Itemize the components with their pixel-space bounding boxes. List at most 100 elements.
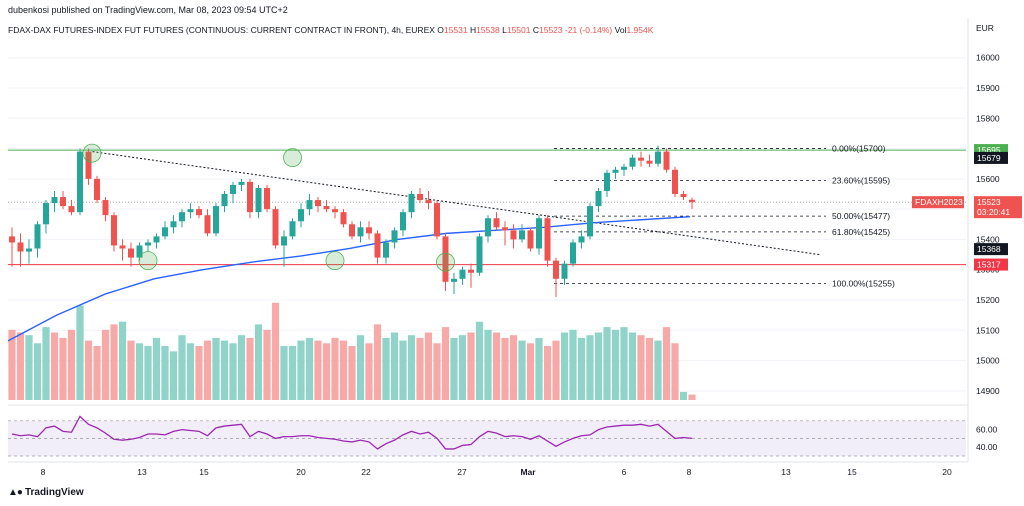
price-tag-label: 15317 — [977, 260, 1001, 270]
candle-body — [264, 187, 270, 210]
candle-body — [621, 166, 627, 170]
candle-body — [417, 194, 423, 201]
volume-bar — [110, 324, 118, 400]
volume-bar — [475, 321, 484, 400]
volume-bar — [254, 324, 263, 400]
volume-bar — [424, 332, 433, 400]
candle-body — [34, 224, 41, 249]
volume-bar — [50, 332, 59, 400]
symbol-tag — [912, 196, 964, 209]
volume-bar — [288, 346, 297, 400]
candle-body — [43, 203, 49, 225]
volume-bar — [101, 329, 110, 400]
volume-bar — [331, 337, 339, 400]
volume-bar — [195, 346, 203, 400]
candle-body — [476, 236, 483, 273]
volume-bar — [594, 332, 603, 400]
high-value: 15538 — [476, 25, 500, 35]
volume-bar — [280, 346, 288, 400]
volume-bar — [297, 340, 305, 400]
candle-body — [485, 218, 491, 237]
candle-body — [26, 248, 32, 252]
low-label: L — [502, 25, 507, 35]
candle-body — [604, 172, 610, 191]
current-price-tag — [974, 196, 1022, 219]
time-tick-label: 20 — [942, 467, 952, 477]
price-tick-label: 15100 — [976, 325, 1000, 335]
candle-body — [519, 230, 525, 240]
time-tick-label: 20 — [296, 467, 306, 477]
candle-body — [306, 200, 313, 210]
candle-body — [119, 245, 126, 249]
candle-body — [17, 242, 24, 252]
candle-body — [536, 218, 542, 249]
volume-bar — [178, 335, 186, 400]
symbol-title[interactable]: FDAX-DAX FUTURES-INDEX FUT FUTURES (CONT… — [8, 25, 435, 35]
brand-label: TradingView — [24, 487, 84, 498]
volume-bar — [161, 346, 169, 400]
candlesticks — [9, 145, 695, 297]
candle-body — [255, 187, 262, 213]
price-tick-label: 14900 — [976, 386, 1000, 396]
volume-bar — [305, 337, 314, 400]
volume-bar — [628, 332, 637, 400]
close-label: C — [532, 25, 539, 35]
candle-body — [612, 169, 619, 173]
volume-bar — [271, 302, 280, 400]
open-label: O — [437, 25, 444, 35]
volume-bar — [560, 332, 569, 400]
volume-bar — [577, 337, 586, 400]
candle-body — [51, 197, 58, 204]
candle-body — [128, 248, 134, 258]
volume-bar — [620, 327, 628, 400]
low-value: 15501 — [506, 25, 531, 35]
volume-bar — [348, 346, 356, 400]
price-tag-support — [974, 258, 1008, 271]
fib-retracement[interactable] — [554, 148, 826, 284]
volume-bar — [526, 343, 535, 400]
volume-bar — [407, 335, 416, 400]
volume-bar — [59, 337, 67, 400]
candle-body — [85, 151, 92, 179]
volume-bar — [76, 305, 84, 400]
candle-body — [323, 206, 330, 210]
price-tick-label: 15900 — [976, 83, 1000, 93]
change-value: -21 (-0.14%) — [565, 25, 613, 35]
volume-bar — [543, 346, 552, 400]
candle-body — [349, 224, 355, 237]
candle-body — [646, 160, 653, 164]
volume-bar — [450, 337, 458, 400]
candle-body — [408, 194, 415, 213]
volume-bar — [144, 346, 152, 400]
candle-body — [553, 260, 559, 279]
candle-body — [493, 218, 500, 228]
candle-body — [77, 151, 83, 213]
volume-bar — [586, 335, 594, 400]
tradingview-brand[interactable]: ▲● TradingView — [8, 487, 84, 498]
candle-body — [570, 242, 576, 264]
volume-bar — [356, 335, 365, 400]
candle-body — [9, 236, 15, 243]
candle-body — [213, 206, 219, 234]
candle-body — [434, 203, 440, 237]
candle-body — [281, 236, 287, 246]
candle-body — [451, 278, 457, 282]
pivot-circle — [138, 251, 158, 271]
moving-average-line — [7, 216, 691, 342]
price-tick-label: 15200 — [976, 295, 1000, 305]
volume-bar — [662, 327, 671, 400]
fib-level-label: 0.00%(15700) — [832, 144, 886, 154]
pivot-circle — [82, 143, 102, 163]
price-tag-dark — [974, 151, 1008, 164]
volume-bar — [263, 329, 271, 400]
candle-body — [442, 236, 449, 282]
volume-bar — [637, 335, 645, 400]
candle-body — [340, 212, 347, 225]
candle-body — [357, 227, 364, 237]
price-tick-label: 15400 — [976, 234, 1000, 244]
time-tick-label: 6 — [622, 467, 627, 477]
volume-bar — [84, 340, 93, 400]
volume-bar — [42, 327, 50, 400]
rsi-tick-label: 40.00 — [976, 442, 998, 452]
